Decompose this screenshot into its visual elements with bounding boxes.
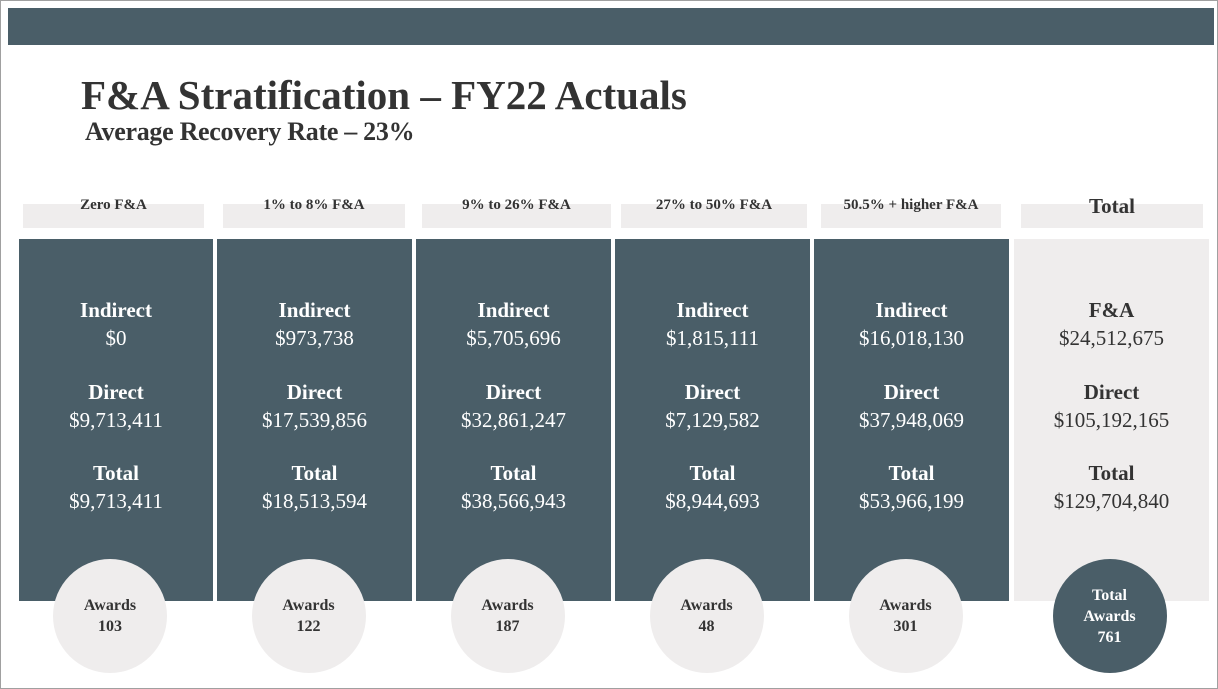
section-label: Indirect	[278, 298, 351, 322]
section-label: Direct	[1083, 380, 1140, 404]
section-value: $5,705,696	[466, 326, 561, 350]
header-box	[422, 204, 611, 228]
column-panel: F&A $24,512,675 Direct $105,192,165 Total $12…	[1014, 239, 1209, 601]
awards-value: 301	[893, 618, 918, 635]
section-value: $9,713,411	[69, 489, 163, 513]
header-box	[621, 204, 807, 228]
section-value: $129,704,840	[1053, 489, 1170, 513]
column-header: 9% to 26% F&A	[462, 197, 571, 213]
column-panel: Indirect $1,815,111 Direct $7,129,582 Total $…	[615, 239, 810, 601]
section-value: $973,738	[275, 326, 354, 350]
section-label: Total	[93, 461, 139, 485]
awards-label: Awards	[83, 597, 137, 614]
awards-label: Awards	[481, 597, 534, 614]
awards-label: Awards	[680, 597, 733, 614]
section-label: Direct	[883, 380, 940, 404]
column-panel: Indirect $5,705,696 Direct $32,861,247 Total…	[416, 239, 611, 601]
section-value: $7,129,582	[665, 408, 760, 432]
section-value: $53,966,199	[859, 489, 964, 513]
header-box	[23, 204, 204, 228]
section-value: $1,815,111	[666, 326, 759, 350]
column-panel: Indirect $16,018,130 Direct $37,948,069 Tota…	[814, 239, 1009, 601]
section-label: Total	[291, 461, 338, 485]
awards-value: 187	[495, 618, 520, 635]
section-label: Total	[490, 461, 537, 485]
awards-circle: Awards 48	[649, 559, 764, 673]
section-label: Direct	[286, 380, 343, 404]
column-header: Zero F&A	[80, 197, 147, 213]
awards-circle: Awards 301	[848, 559, 963, 673]
section-value: $32,861,247	[461, 408, 566, 432]
awards-circle: Total Awards 761	[1052, 559, 1167, 673]
section-value: $37,948,069	[859, 408, 964, 432]
section-value: $38,566,943	[461, 489, 566, 513]
section-label: Indirect	[676, 298, 749, 322]
awards-value: 122	[296, 618, 321, 635]
section-value: $8,944,693	[665, 489, 760, 513]
section-value: $105,192,165	[1053, 408, 1170, 432]
awards-label: Awards	[282, 597, 335, 614]
column-panel: Indirect $0 Direct $9,713,411 Total $9,713,41…	[19, 239, 213, 601]
section-value: $17,539,856	[262, 408, 367, 432]
column-header: 50.5% + higher F&A	[843, 197, 979, 213]
section-label: Direct	[485, 380, 542, 404]
section-label: F&A	[1088, 298, 1135, 322]
section-value: $16,018,130	[859, 326, 964, 350]
section-label: Total	[1088, 461, 1135, 485]
header-box	[1021, 204, 1203, 228]
column-header: Total	[1089, 194, 1135, 218]
header-box	[821, 204, 1001, 228]
column-header: 1% to 8% F&A	[263, 197, 365, 213]
section-label: Indirect	[80, 298, 152, 322]
section-label: Direct	[684, 380, 741, 404]
section-value: $0	[105, 326, 127, 350]
awards-value: 48	[698, 618, 715, 635]
awards-circle: Awards 103	[53, 559, 167, 673]
column-header: 27% to 50% F&A	[655, 197, 773, 213]
top-band	[8, 8, 1214, 45]
subtitle: Average Recovery Rate – 23%	[85, 117, 415, 146]
awards-label: Total	[1092, 586, 1127, 604]
section-value: $18,513,594	[262, 489, 367, 513]
header-box	[223, 204, 405, 228]
section-label: Direct	[88, 380, 144, 404]
title: F&A Stratification – FY22 Actuals	[81, 72, 687, 118]
section-value: $24,512,675	[1059, 326, 1164, 350]
section-label: Total	[689, 461, 736, 485]
awards-value: 761	[1097, 628, 1122, 646]
awards-circle: Awards 187	[450, 559, 565, 673]
awards-circle: Awards 122	[251, 559, 366, 673]
awards-label: Awards	[1083, 607, 1136, 625]
section-label: Indirect	[477, 298, 550, 322]
section-label: Indirect	[875, 298, 948, 322]
awards-label: Awards	[879, 597, 932, 614]
column-panel: Indirect $973,738 Direct $17,539,856 Total $1…	[217, 239, 412, 601]
awards-value: 103	[98, 618, 122, 635]
section-label: Total	[888, 461, 935, 485]
section-value: $9,713,411	[69, 408, 163, 432]
